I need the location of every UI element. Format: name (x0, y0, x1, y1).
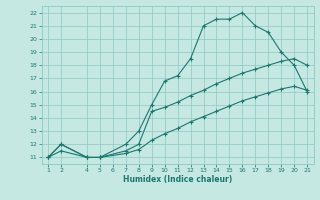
X-axis label: Humidex (Indice chaleur): Humidex (Indice chaleur) (123, 175, 232, 184)
